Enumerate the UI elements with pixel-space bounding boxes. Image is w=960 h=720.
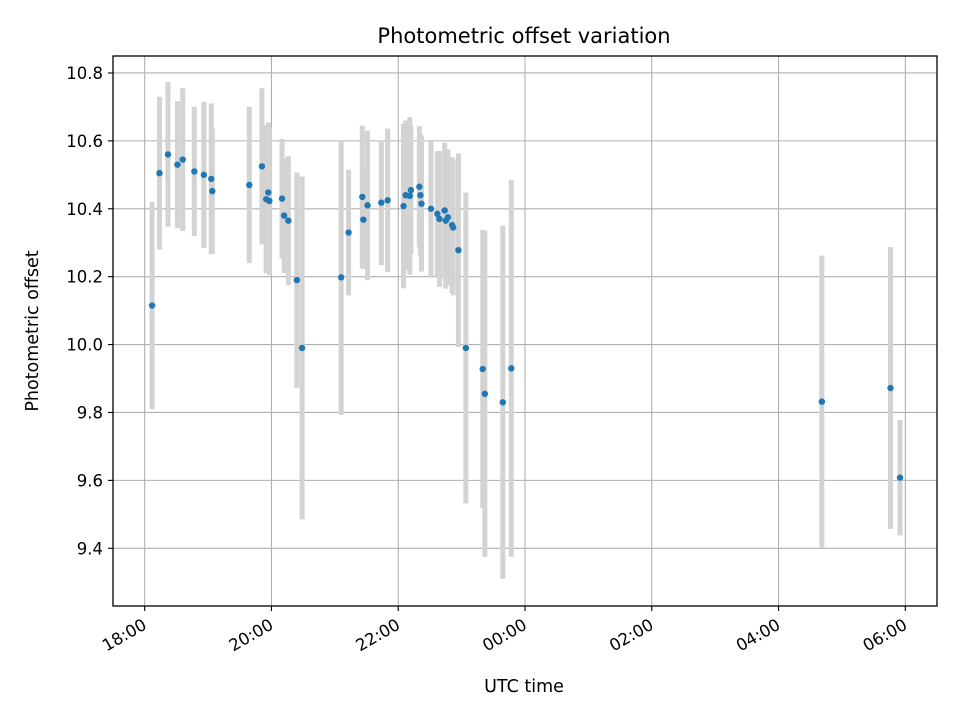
data-point	[266, 197, 273, 205]
y-axis-label: Photometric offset	[23, 250, 43, 411]
data-point	[416, 183, 423, 190]
y-axis-ticks: 9.4 9.6 9.8 10.0 10.2 10.4 10.6 10.8	[66, 64, 113, 558]
y-tick-label-6: 10.6	[66, 132, 103, 151]
data-point	[156, 169, 163, 177]
data-point	[418, 200, 425, 207]
data-point	[285, 217, 292, 224]
data-point	[384, 197, 391, 204]
data-point	[246, 181, 253, 189]
y-tick-label-7: 10.8	[66, 64, 103, 83]
data-point	[481, 390, 489, 398]
x-axis-label: UTC time	[484, 677, 564, 697]
data-point	[364, 202, 371, 209]
data-point	[427, 205, 435, 212]
data-point	[887, 384, 894, 392]
data-point	[265, 189, 272, 196]
y-tick-label-3: 10.0	[66, 336, 103, 355]
y-tick-label-4: 10.2	[66, 268, 103, 287]
data-point	[455, 246, 462, 254]
grid-lines	[113, 56, 937, 606]
data-point	[278, 195, 286, 202]
data-point	[434, 210, 441, 218]
data-point	[436, 215, 443, 223]
x-axis-ticks: 18:00 20:00 22:00 00:00 02:00 04:00 06:00	[99, 606, 910, 655]
x-tick-label-3: 00:00	[479, 615, 530, 655]
data-point	[444, 214, 452, 221]
data-point	[164, 151, 172, 158]
x-tick-label-6: 06:00	[860, 615, 911, 655]
data-point	[209, 187, 216, 195]
data-point	[449, 224, 457, 231]
data-point	[479, 365, 486, 373]
y-tick-label-2: 9.8	[77, 403, 103, 422]
chart-title: Photometric offset variation	[377, 24, 670, 48]
data-points	[148, 151, 904, 481]
data-point	[360, 216, 367, 223]
data-point	[345, 229, 352, 236]
x-tick-label-0: 18:00	[99, 615, 150, 655]
y-tick-label-1: 9.6	[77, 471, 103, 490]
data-point	[174, 161, 181, 168]
data-point	[359, 193, 366, 201]
data-point	[148, 302, 156, 309]
data-point	[407, 186, 415, 194]
y-tick-label-5: 10.4	[66, 200, 103, 219]
x-tick-label-2: 22:00	[353, 615, 404, 655]
data-point	[400, 202, 407, 210]
data-point	[417, 191, 424, 199]
data-point	[337, 274, 345, 281]
data-point	[280, 212, 288, 219]
y-tick-label-0: 9.4	[77, 539, 103, 558]
data-point	[508, 365, 515, 372]
data-point	[378, 199, 385, 206]
data-point	[406, 192, 414, 200]
x-tick-label-5: 04:00	[733, 615, 784, 655]
data-point	[818, 398, 826, 405]
data-point	[441, 207, 448, 214]
data-point	[298, 344, 306, 352]
data-point	[208, 175, 215, 183]
x-tick-label-1: 20:00	[226, 615, 277, 655]
data-point	[258, 163, 266, 170]
data-point	[293, 276, 301, 284]
x-tick-label-4: 02:00	[606, 615, 657, 655]
data-point	[179, 156, 186, 163]
data-point	[499, 399, 507, 406]
data-point	[191, 168, 198, 175]
data-point	[896, 474, 904, 481]
data-point	[462, 344, 470, 352]
data-point	[200, 171, 208, 179]
error-bars	[149, 82, 903, 579]
